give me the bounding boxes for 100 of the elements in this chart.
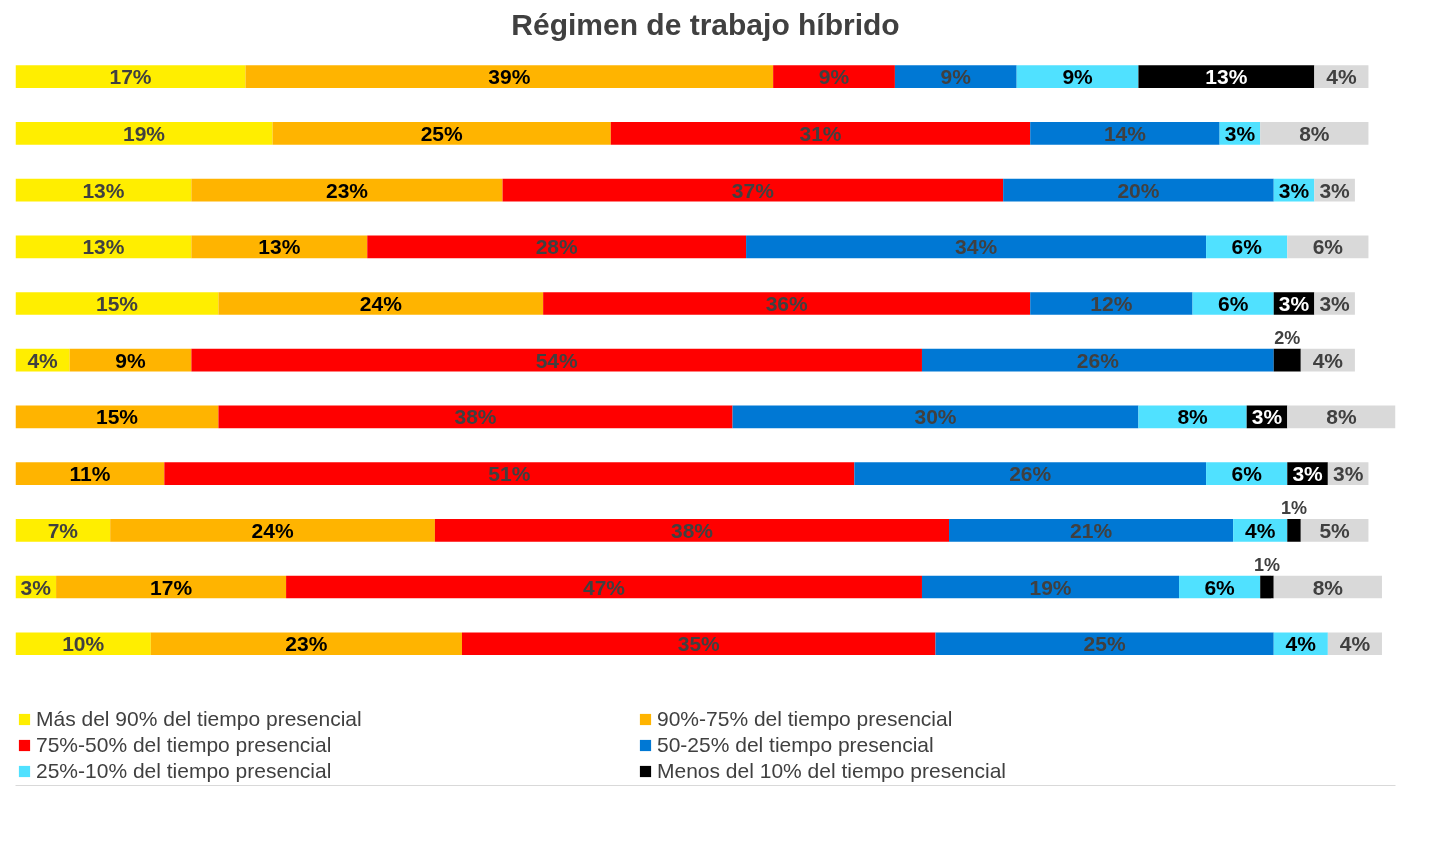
bar	[1287, 518, 1301, 542]
data-label: 39%	[488, 65, 531, 89]
data-label: 13%	[82, 178, 125, 202]
bar	[1003, 178, 1274, 202]
data-label: 3%	[1224, 121, 1256, 145]
data-label: 24%	[359, 292, 403, 316]
bar	[218, 292, 544, 315]
bar	[746, 235, 1207, 259]
data-label: 3%	[1251, 405, 1283, 429]
data-label: 3%	[1319, 178, 1351, 202]
bar	[921, 575, 1180, 599]
data-label: 9%	[1062, 65, 1094, 89]
data-label: 3%	[1319, 292, 1351, 316]
bar	[1273, 348, 1301, 372]
data-label: 8%	[1326, 405, 1357, 429]
data-label: 3%	[20, 575, 52, 599]
bar	[1260, 122, 1369, 145]
data-label: 9%	[940, 65, 972, 89]
data-label: 19%	[1029, 575, 1072, 599]
data-label: 23%	[325, 178, 369, 202]
data-label: 26%	[1076, 348, 1120, 372]
data-label: 3%	[1292, 462, 1324, 486]
bar	[272, 122, 611, 145]
bar	[1016, 65, 1139, 89]
bar	[921, 348, 1274, 372]
data-label: 38%	[670, 518, 714, 542]
data-label: 31%	[799, 121, 842, 145]
bar	[218, 405, 733, 429]
data-label: 8%	[1312, 575, 1344, 599]
data-label: 7%	[47, 518, 79, 542]
bar	[461, 632, 936, 656]
bar	[1260, 575, 1274, 599]
data-label: 1%	[1281, 497, 1308, 518]
bar	[1138, 65, 1315, 89]
data-label: 14%	[1103, 121, 1147, 145]
bar	[1030, 122, 1220, 145]
data-label: 2%	[1274, 327, 1301, 348]
data-label: 34%	[955, 235, 998, 259]
data-label: 3%	[1278, 178, 1310, 202]
chart-title: Régimen de trabajo híbrido	[511, 7, 900, 41]
bar	[15, 292, 219, 315]
data-label: 19%	[123, 121, 166, 145]
data-label: 9%	[818, 65, 850, 89]
bar	[543, 292, 1031, 315]
data-label: 4%	[1245, 518, 1276, 542]
data-label: 6%	[1231, 235, 1263, 259]
bar	[949, 518, 1234, 542]
data-label: 6%	[1204, 575, 1236, 599]
data-label: 15%	[95, 292, 139, 316]
data-label: 12%	[1090, 292, 1133, 316]
legend-label: Menos del 10% del tiempo presencial	[657, 759, 1008, 783]
data-label: 9%	[115, 348, 146, 372]
data-label: 6%	[1231, 462, 1263, 486]
data-label: 51%	[488, 462, 531, 486]
data-label: 5%	[1319, 518, 1351, 542]
bar	[56, 575, 287, 599]
data-label: 26%	[1009, 462, 1052, 486]
bar	[191, 178, 503, 202]
data-label: 17%	[150, 575, 193, 599]
data-label: 6%	[1217, 292, 1249, 316]
data-label: 3%	[1278, 292, 1310, 316]
legend-label: 75%-50% del tiempo presencial	[36, 733, 333, 757]
bar	[1030, 292, 1193, 315]
data-label: 38%	[454, 405, 497, 429]
data-label: 4%	[1285, 632, 1317, 656]
data-label: 8%	[1177, 405, 1209, 429]
bar	[367, 235, 747, 259]
legend-label: 90%-75% del tiempo presencial	[657, 707, 954, 731]
bar	[191, 348, 922, 372]
data-label: 4%	[1312, 348, 1344, 372]
data-label: 35%	[677, 632, 721, 656]
bar	[610, 122, 1031, 145]
data-label: 25%	[420, 121, 464, 145]
bar	[110, 518, 435, 542]
bar	[434, 518, 950, 542]
bar	[935, 632, 1274, 656]
data-label: 6%	[1312, 235, 1344, 259]
bar	[69, 348, 192, 372]
data-label: 47%	[583, 575, 626, 599]
bar	[286, 575, 922, 599]
data-label: 4%	[1326, 65, 1357, 89]
data-label: 4%	[27, 348, 59, 372]
data-label: 13%	[258, 235, 301, 259]
bar	[15, 65, 246, 89]
bar	[15, 462, 165, 485]
data-label: 21%	[1070, 518, 1113, 542]
data-label: 28%	[535, 235, 579, 259]
data-label: 13%	[1205, 65, 1248, 89]
data-label: 36%	[765, 292, 809, 316]
bar	[894, 65, 1017, 89]
bar	[150, 632, 462, 656]
bar	[164, 462, 855, 485]
data-label: 13%	[82, 235, 125, 259]
bar	[15, 122, 273, 145]
bar	[773, 65, 895, 89]
data-label: 15%	[95, 405, 139, 429]
data-label: 20%	[1117, 178, 1160, 202]
data-label: 1%	[1253, 554, 1280, 575]
bar	[191, 235, 368, 259]
data-label: 25%	[1083, 632, 1126, 656]
